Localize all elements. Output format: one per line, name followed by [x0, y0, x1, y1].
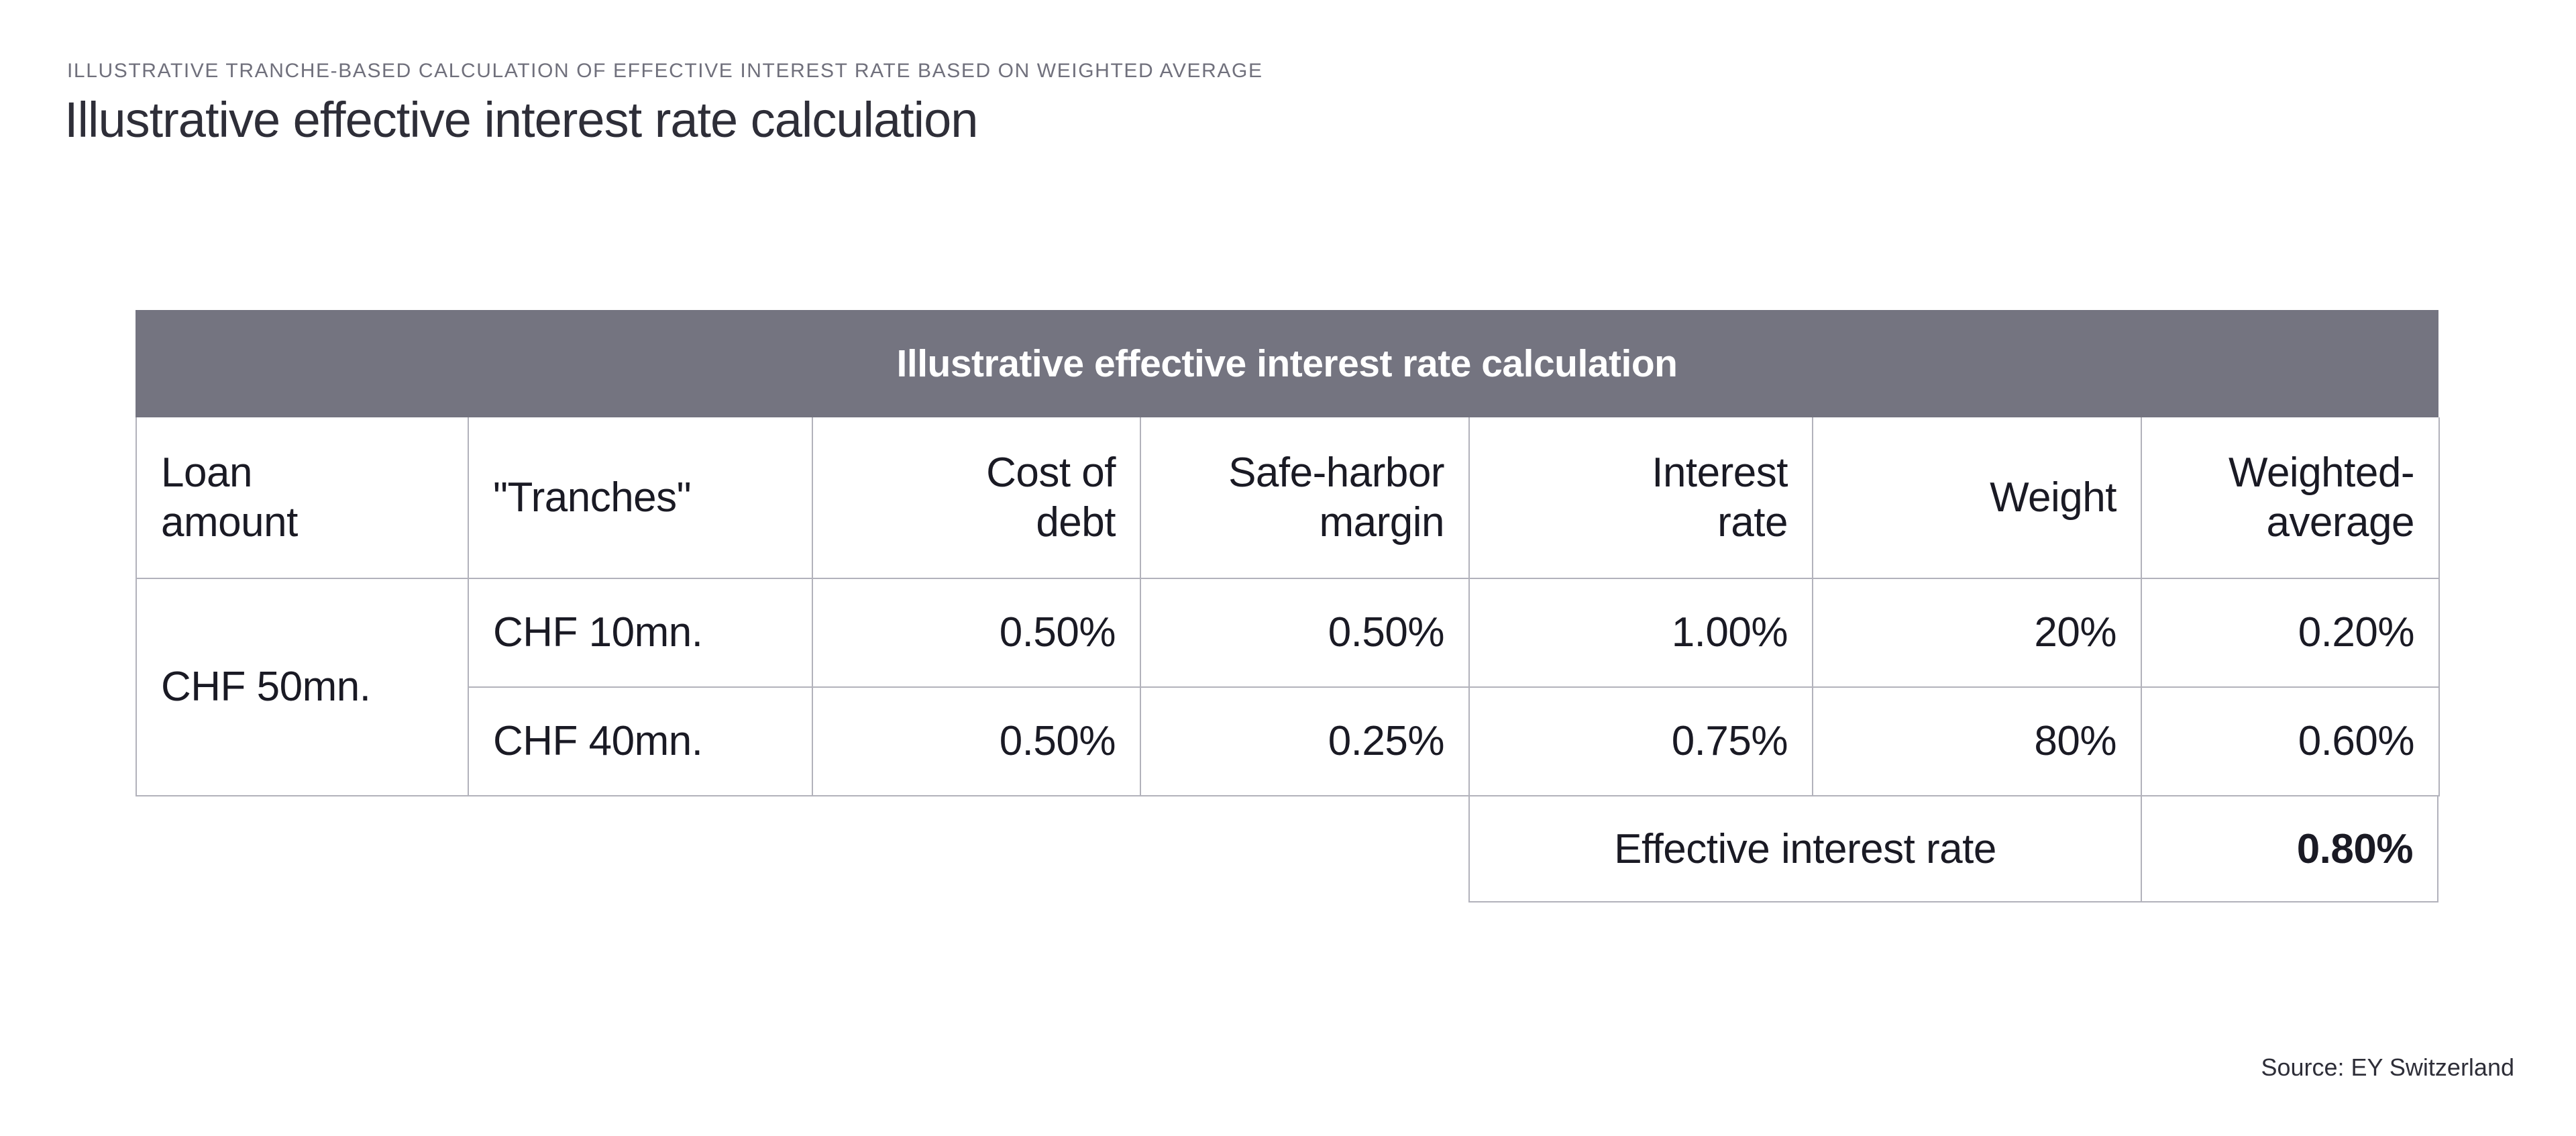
tranche-cell: CHF 10mn. [468, 578, 813, 688]
table-title-band: Illustrative effective interest rate cal… [136, 310, 2438, 417]
effective-rate-value: 0.80% [2296, 825, 2414, 872]
effective-rate-label: Effective interest rate [1470, 796, 2142, 901]
cost-of-debt-cell: 0.50% [812, 578, 1141, 688]
interest-rate-cell: 1.00% [1468, 578, 1813, 688]
column-header-weighted-average: Weighted- average [2141, 417, 2440, 579]
source-credit: Source: EY Switzerland [2261, 1053, 2514, 1081]
loan-amount-cell: CHF 50mn. [136, 578, 469, 796]
column-header-tranches: "Tranches" [468, 417, 813, 579]
weight-cell: 20% [1812, 578, 2142, 688]
column-header-weight: Weight [1812, 417, 2142, 579]
table-row-tranche-1: CHF 50mn. CHF 10mn. 0.50% 0.50% 1.00% 20… [136, 578, 2440, 796]
safe-harbor-margin-cell: 0.25% [1140, 686, 1470, 796]
column-header-row: Loan amount "Tranches" Cost of debt Safe… [136, 417, 2440, 579]
column-header-cost-of-debt: Cost of debt [812, 417, 1141, 579]
eyebrow-kicker: ILLUSTRATIVE TRANCHE-BASED CALCULATION O… [67, 60, 1263, 82]
column-header-loan-amount: Loan amount [136, 417, 469, 579]
tranche-cell: CHF 40mn. [468, 686, 813, 796]
rate-table: Illustrative effective interest rate cal… [136, 310, 2440, 902]
cost-of-debt-cell: 0.50% [812, 686, 1141, 796]
safe-harbor-margin-cell: 0.50% [1140, 578, 1470, 688]
weight-cell: 80% [1812, 686, 2142, 796]
table-row-tranche-2: CHF 40mn. 0.50% 0.25% 0.75% 80% 0.60% [136, 686, 2440, 796]
effective-rate-row: Effective interest rate 0.80% [1468, 796, 2438, 902]
page-title: Illustrative effective interest rate cal… [64, 92, 978, 148]
weighted-average-cell: 0.20% [2141, 578, 2440, 688]
interest-rate-cell: 0.75% [1468, 686, 1813, 796]
column-header-safe-harbor-margin: Safe-harbor margin [1140, 417, 1470, 579]
rate-table-grid: Loan amount "Tranches" Cost of debt Safe… [136, 417, 2440, 796]
weighted-average-cell: 0.60% [2141, 686, 2440, 796]
column-header-interest-rate: Interest rate [1468, 417, 1813, 579]
